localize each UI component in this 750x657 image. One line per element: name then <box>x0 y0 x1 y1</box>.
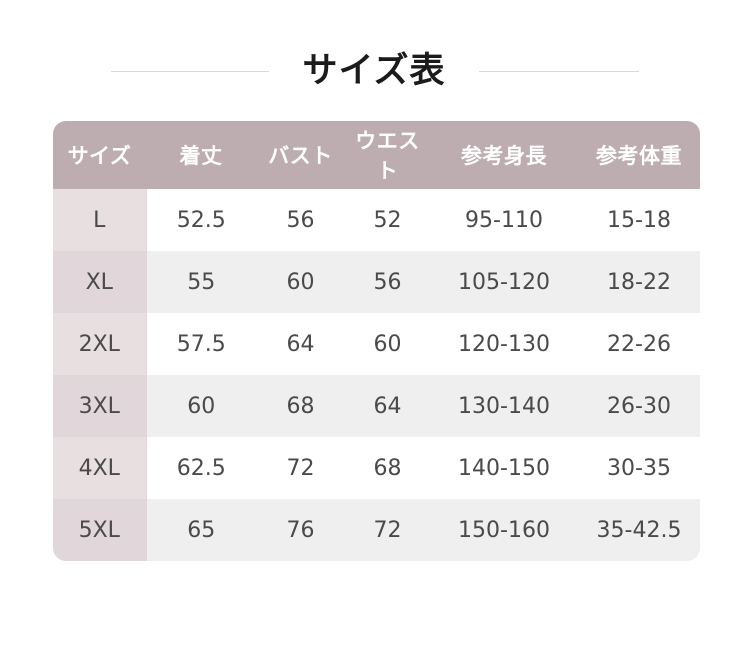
cell-height: 130-140 <box>430 375 578 437</box>
column-header-waist: ウエスト <box>345 121 430 189</box>
cell-waist: 56 <box>345 251 430 313</box>
cell-size: XL <box>53 251 147 313</box>
table-row: XL 55 60 56 105-120 18-22 <box>53 251 700 313</box>
cell-bust: 76 <box>256 499 345 561</box>
cell-length: 57.5 <box>146 313 256 375</box>
cell-size: 5XL <box>53 499 147 561</box>
cell-weight: 35-42.5 <box>578 499 700 561</box>
cell-length: 65 <box>146 499 256 561</box>
cell-bust: 72 <box>256 437 345 499</box>
column-header-height: 参考身長 <box>430 121 578 189</box>
column-header-weight: 参考体重 <box>578 121 700 189</box>
cell-weight: 15-18 <box>578 189 700 251</box>
cell-waist: 64 <box>345 375 430 437</box>
cell-bust: 64 <box>256 313 345 375</box>
table-header-row: サイズ 着丈 バスト ウエスト 参考身長 参考体重 <box>53 121 700 189</box>
page-title: サイズ表 <box>302 50 446 91</box>
cell-waist: 52 <box>345 189 430 251</box>
table-body: L 52.5 56 52 95-110 15-18 XL 55 60 56 10… <box>53 189 700 561</box>
cell-height: 140-150 <box>430 437 578 499</box>
cell-bust: 56 <box>256 189 345 251</box>
cell-length: 60 <box>146 375 256 437</box>
cell-weight: 22-26 <box>578 313 700 375</box>
table-row: 5XL 65 76 72 150-160 35-42.5 <box>53 499 700 561</box>
cell-length: 55 <box>146 251 256 313</box>
cell-waist: 72 <box>345 499 430 561</box>
cell-size: 4XL <box>53 437 147 499</box>
cell-bust: 60 <box>256 251 345 313</box>
size-chart-table: サイズ 着丈 バスト ウエスト 参考身長 参考体重 L 52.5 56 52 9… <box>53 121 700 561</box>
cell-height: 95-110 <box>430 189 578 251</box>
cell-waist: 60 <box>345 313 430 375</box>
cell-length: 62.5 <box>146 437 256 499</box>
column-header-size: サイズ <box>53 121 146 189</box>
cell-weight: 26-30 <box>578 375 700 437</box>
table-header: サイズ 着丈 バスト ウエスト 参考身長 参考体重 <box>53 121 700 189</box>
table-row: 4XL 62.5 72 68 140-150 30-35 <box>53 437 700 499</box>
table-row: L 52.5 56 52 95-110 15-18 <box>53 189 700 251</box>
cell-waist: 68 <box>345 437 430 499</box>
page-title-block: サイズ表 <box>0 40 750 102</box>
table-row: 3XL 60 68 64 130-140 26-30 <box>53 375 700 437</box>
column-header-bust: バスト <box>256 121 345 189</box>
column-header-length: 着丈 <box>146 121 256 189</box>
table-row: 2XL 57.5 64 60 120-130 22-26 <box>53 313 700 375</box>
cell-height: 120-130 <box>430 313 578 375</box>
title-rule-right <box>479 70 640 72</box>
cell-bust: 68 <box>256 375 345 437</box>
cell-size: 3XL <box>53 375 147 437</box>
cell-height: 105-120 <box>430 251 578 313</box>
cell-size: 2XL <box>53 313 147 375</box>
title-rule-left <box>110 70 269 72</box>
cell-weight: 30-35 <box>578 437 700 499</box>
size-chart-container: サイズ 着丈 バスト ウエスト 参考身長 参考体重 L 52.5 56 52 9… <box>53 121 700 561</box>
cell-size: L <box>53 189 147 251</box>
cell-length: 52.5 <box>146 189 256 251</box>
cell-height: 150-160 <box>430 499 578 561</box>
cell-weight: 18-22 <box>578 251 700 313</box>
